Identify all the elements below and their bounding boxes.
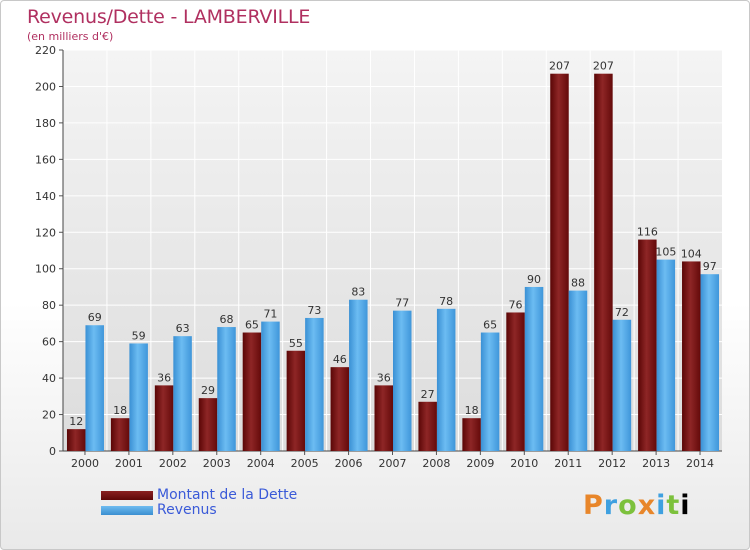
bar-dette-2008 xyxy=(418,401,437,451)
bar-revenus-2004 xyxy=(261,321,280,451)
bar-dette-2001 xyxy=(110,418,130,451)
data-label-revenus-2010: 90 xyxy=(527,273,541,286)
data-label-revenus-2006: 83 xyxy=(351,286,365,299)
bar-revenus-2003 xyxy=(217,327,236,451)
data-label-revenus-2005: 73 xyxy=(307,304,321,317)
y-tick-label-20: 20 xyxy=(42,409,56,422)
y-tick-label-120: 120 xyxy=(35,226,56,239)
data-label-dette-2010: 76 xyxy=(509,298,523,311)
bar-dette-2007 xyxy=(374,385,393,451)
data-label-dette-2003: 29 xyxy=(201,384,215,397)
data-label-dette-2013: 116 xyxy=(637,226,658,239)
x-tick-label-2007: 2007 xyxy=(379,457,407,470)
data-label-dette-2005: 55 xyxy=(289,337,303,350)
data-label-dette-2001: 18 xyxy=(113,404,127,417)
y-tick-label-200: 200 xyxy=(35,80,56,93)
bar-dette-2006 xyxy=(330,367,350,451)
legend-label-dette: Montant de la Dette xyxy=(157,487,298,503)
data-label-revenus-2004: 71 xyxy=(263,308,277,321)
bar-revenus-2005 xyxy=(305,317,324,451)
x-tick-label-2009: 2009 xyxy=(466,457,494,470)
y-tick-label-40: 40 xyxy=(42,372,56,385)
bar-revenus-2008 xyxy=(436,308,456,451)
data-label-dette-2004: 65 xyxy=(245,319,259,332)
bar-revenus-2009 xyxy=(480,332,500,451)
bar-revenus-2012 xyxy=(612,319,632,451)
data-label-revenus-2011: 88 xyxy=(571,277,585,290)
bar-dette-2014 xyxy=(682,261,701,451)
y-tick-label-100: 100 xyxy=(35,263,56,276)
legend-label-revenus: Revenus xyxy=(157,502,217,518)
bar-revenus-2002 xyxy=(173,336,192,451)
legend-swatch-revenus xyxy=(101,506,153,515)
data-label-revenus-2007: 77 xyxy=(395,297,409,310)
bar-revenus-2011 xyxy=(568,290,588,451)
data-label-revenus-2012: 72 xyxy=(615,306,629,319)
data-label-revenus-2008: 78 xyxy=(439,295,453,308)
data-label-revenus-2003: 68 xyxy=(220,313,234,326)
data-label-dette-2008: 27 xyxy=(421,388,435,401)
x-tick-label-2004: 2004 xyxy=(247,457,275,470)
bar-revenus-2014 xyxy=(700,274,720,451)
data-label-dette-2007: 36 xyxy=(377,371,391,384)
y-tick-label-140: 140 xyxy=(35,190,56,203)
legend-swatch-dette xyxy=(101,491,153,500)
x-tick-label-2000: 2000 xyxy=(71,457,99,470)
data-label-revenus-2009: 65 xyxy=(483,319,497,332)
bar-dette-2004 xyxy=(242,332,262,451)
data-label-dette-2002: 36 xyxy=(157,371,171,384)
x-tick-label-2001: 2001 xyxy=(115,457,143,470)
data-label-dette-2009: 18 xyxy=(465,404,479,417)
data-label-dette-2000: 12 xyxy=(69,415,83,428)
y-tick-label-0: 0 xyxy=(49,445,56,458)
bar-revenus-2013 xyxy=(656,259,676,451)
y-tick-label-80: 80 xyxy=(42,299,56,312)
bar-dette-2011 xyxy=(550,73,569,451)
x-tick-label-2006: 2006 xyxy=(335,457,363,470)
bar-dette-2000 xyxy=(66,429,86,451)
y-tick-label-60: 60 xyxy=(42,336,56,349)
chart-subtitle: (en milliers d'€) xyxy=(27,30,114,43)
chart-title: Revenus/Dette - LAMBERVILLE xyxy=(27,6,311,28)
x-tick-label-2011: 2011 xyxy=(554,457,582,470)
bar-dette-2012 xyxy=(594,73,613,451)
bar-dette-2013 xyxy=(638,239,657,451)
x-tick-label-2012: 2012 xyxy=(598,457,626,470)
x-tick-label-2013: 2013 xyxy=(642,457,670,470)
y-tick-label-160: 160 xyxy=(35,153,56,166)
bar-revenus-2006 xyxy=(349,299,368,451)
data-label-revenus-2013: 105 xyxy=(655,246,676,259)
x-tick-label-2008: 2008 xyxy=(422,457,450,470)
data-label-dette-2014: 104 xyxy=(681,247,702,260)
bar-revenus-2010 xyxy=(524,286,544,451)
x-tick-label-2010: 2010 xyxy=(510,457,538,470)
data-label-dette-2006: 46 xyxy=(333,353,347,366)
bar-dette-2003 xyxy=(198,398,218,451)
x-tick-label-2002: 2002 xyxy=(159,457,187,470)
data-label-revenus-2014: 97 xyxy=(703,260,717,273)
data-label-dette-2011: 207 xyxy=(549,60,570,73)
bar-dette-2010 xyxy=(506,312,525,451)
bars xyxy=(66,73,720,451)
bar-dette-2009 xyxy=(462,418,481,451)
x-tick-label-2005: 2005 xyxy=(291,457,319,470)
data-label-revenus-2000: 69 xyxy=(88,311,102,324)
bar-revenus-2007 xyxy=(393,310,412,451)
x-tick-label-2014: 2014 xyxy=(686,457,714,470)
bar-revenus-2001 xyxy=(129,343,148,451)
bar-dette-2002 xyxy=(154,385,174,451)
data-labels: 12 69 18 59 36 63 29 68 65 71 55 73 46 83 36 77 27 78 18 65… xyxy=(69,60,717,428)
bar-dette-2005 xyxy=(286,350,306,451)
proxiti-logo: Proxiti xyxy=(583,490,691,521)
data-label-revenus-2001: 59 xyxy=(132,329,146,342)
y-tick-label-220: 220 xyxy=(35,44,56,57)
data-label-dette-2012: 207 xyxy=(593,60,614,73)
data-label-revenus-2002: 63 xyxy=(176,322,190,335)
x-tick-label-2003: 2003 xyxy=(203,457,231,470)
y-tick-label-180: 180 xyxy=(35,117,56,130)
bar-revenus-2000 xyxy=(85,325,104,451)
